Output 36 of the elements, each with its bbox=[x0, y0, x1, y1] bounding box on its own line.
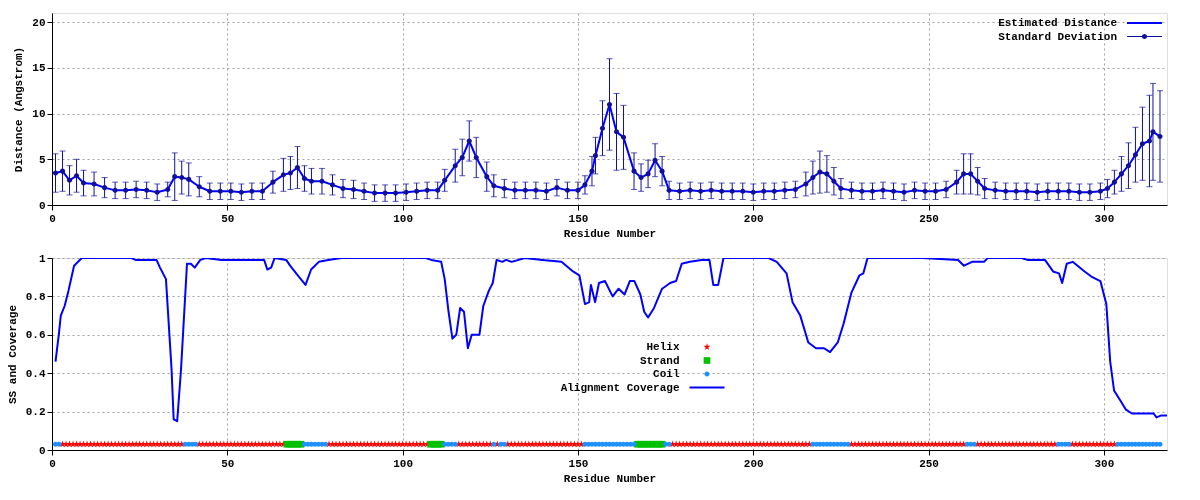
legend-label: Alignment Coverage bbox=[560, 381, 680, 394]
y-tick-label: 0.4 bbox=[25, 367, 46, 380]
y-tick-label: 1 bbox=[38, 252, 46, 265]
x-tick-label: 300 bbox=[1094, 457, 1115, 470]
y-tick-label: 15 bbox=[32, 62, 46, 75]
y-tick-label: 0 bbox=[38, 199, 46, 212]
y-tick-label: 0.6 bbox=[25, 329, 46, 342]
legend-label: Strand bbox=[639, 354, 680, 367]
y-tick-label: 20 bbox=[32, 16, 46, 29]
y-tick-label: 0.8 bbox=[25, 290, 46, 303]
legend-label: Helix bbox=[646, 341, 680, 353]
y-tick-label: 0.2 bbox=[25, 406, 46, 419]
x-tick-label: 250 bbox=[919, 457, 939, 470]
x-tick-label: 150 bbox=[568, 212, 589, 225]
x-tick-label: 250 bbox=[919, 212, 939, 225]
x-tick-label: 150 bbox=[568, 457, 589, 470]
x-axis-title: Residue Number bbox=[563, 227, 657, 240]
y-tick-label: 10 bbox=[32, 108, 46, 121]
x-tick-label: 100 bbox=[393, 212, 414, 225]
x-tick-label: 100 bbox=[393, 457, 414, 470]
y-axis-title: Distance (Angstrom) bbox=[13, 46, 26, 173]
legend-label: Standard Deviation bbox=[998, 30, 1117, 43]
y-tick-label: 5 bbox=[38, 153, 46, 166]
y-axis-title: SS and Coverage bbox=[6, 304, 19, 405]
legend-label: Coil bbox=[653, 368, 680, 380]
line-series bbox=[54, 258, 1167, 423]
y-tick-label: 0 bbox=[38, 444, 46, 457]
x-tick-label: 0 bbox=[49, 212, 56, 225]
legend-label: Estimated Distance bbox=[998, 17, 1118, 29]
x-axis-title: Residue Number bbox=[563, 472, 657, 485]
x-tick-label: 200 bbox=[743, 212, 764, 225]
x-tick-label: 300 bbox=[1094, 212, 1115, 225]
x-tick-label: 50 bbox=[221, 457, 235, 470]
x-tick-label: 200 bbox=[743, 457, 764, 470]
x-tick-label: 0 bbox=[49, 457, 56, 470]
x-tick-label: 50 bbox=[221, 212, 235, 225]
